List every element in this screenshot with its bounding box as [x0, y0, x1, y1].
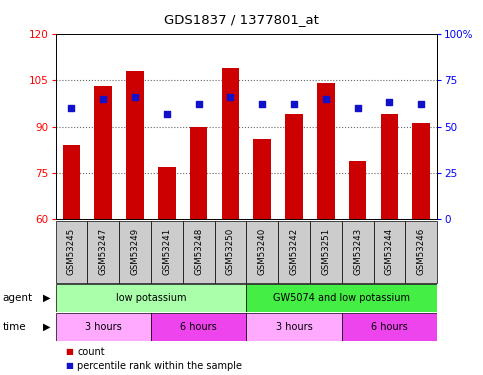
Bar — [278, 220, 310, 283]
Point — [68, 105, 75, 111]
Text: 6 hours: 6 hours — [180, 322, 217, 332]
Bar — [317, 83, 335, 219]
Point — [227, 94, 234, 100]
Bar — [63, 145, 80, 219]
Bar — [151, 220, 183, 283]
Text: GDS1837 / 1377801_at: GDS1837 / 1377801_at — [164, 13, 319, 26]
Bar — [214, 220, 246, 283]
Bar — [87, 220, 119, 283]
Point — [385, 99, 393, 105]
Point — [195, 101, 202, 107]
Point — [322, 96, 330, 102]
Bar — [190, 127, 207, 219]
Text: low potassium: low potassium — [116, 293, 186, 303]
Text: GSM53241: GSM53241 — [162, 228, 171, 275]
Text: 3 hours: 3 hours — [276, 322, 313, 332]
Point — [258, 101, 266, 107]
Text: GSM53249: GSM53249 — [130, 228, 140, 275]
Bar — [310, 220, 342, 283]
Text: GW5074 and low potassium: GW5074 and low potassium — [273, 293, 410, 303]
Bar — [158, 167, 176, 219]
Text: 3 hours: 3 hours — [85, 322, 122, 332]
Text: percentile rank within the sample: percentile rank within the sample — [77, 361, 242, 370]
Point — [163, 111, 170, 117]
Point — [99, 96, 107, 102]
Text: ■: ■ — [65, 361, 73, 370]
Bar — [56, 313, 151, 340]
Text: agent: agent — [2, 293, 32, 303]
Point — [131, 94, 139, 100]
Text: count: count — [77, 347, 105, 357]
Bar — [151, 313, 246, 340]
Text: time: time — [2, 322, 26, 332]
Bar — [246, 313, 342, 340]
Bar — [183, 220, 214, 283]
Point — [354, 105, 361, 111]
Text: GSM53248: GSM53248 — [194, 228, 203, 275]
Text: GSM53245: GSM53245 — [67, 228, 76, 275]
Bar — [342, 220, 373, 283]
Bar — [246, 284, 437, 312]
Bar — [56, 284, 246, 312]
Text: GSM53243: GSM53243 — [353, 228, 362, 275]
Text: ▶: ▶ — [43, 322, 51, 332]
Bar — [342, 313, 437, 340]
Text: ■: ■ — [65, 347, 73, 356]
Text: ▶: ▶ — [43, 293, 51, 303]
Text: GSM53244: GSM53244 — [385, 228, 394, 275]
Bar — [349, 160, 367, 219]
Bar — [381, 114, 398, 219]
Point — [417, 101, 425, 107]
Bar — [119, 220, 151, 283]
Bar — [222, 68, 239, 219]
Text: GSM53251: GSM53251 — [321, 228, 330, 275]
Bar — [254, 139, 271, 219]
Text: GSM53247: GSM53247 — [99, 228, 108, 275]
Bar — [405, 220, 437, 283]
Text: GSM53242: GSM53242 — [289, 228, 298, 275]
Bar — [56, 220, 87, 283]
Bar — [246, 220, 278, 283]
Point — [290, 101, 298, 107]
Bar — [95, 86, 112, 219]
Text: GSM53250: GSM53250 — [226, 228, 235, 275]
Bar — [285, 114, 303, 219]
Bar — [412, 123, 430, 219]
Text: GSM53240: GSM53240 — [258, 228, 267, 275]
Bar — [373, 220, 405, 283]
Text: GSM53246: GSM53246 — [417, 228, 426, 275]
Text: 6 hours: 6 hours — [371, 322, 408, 332]
Bar — [126, 71, 144, 219]
